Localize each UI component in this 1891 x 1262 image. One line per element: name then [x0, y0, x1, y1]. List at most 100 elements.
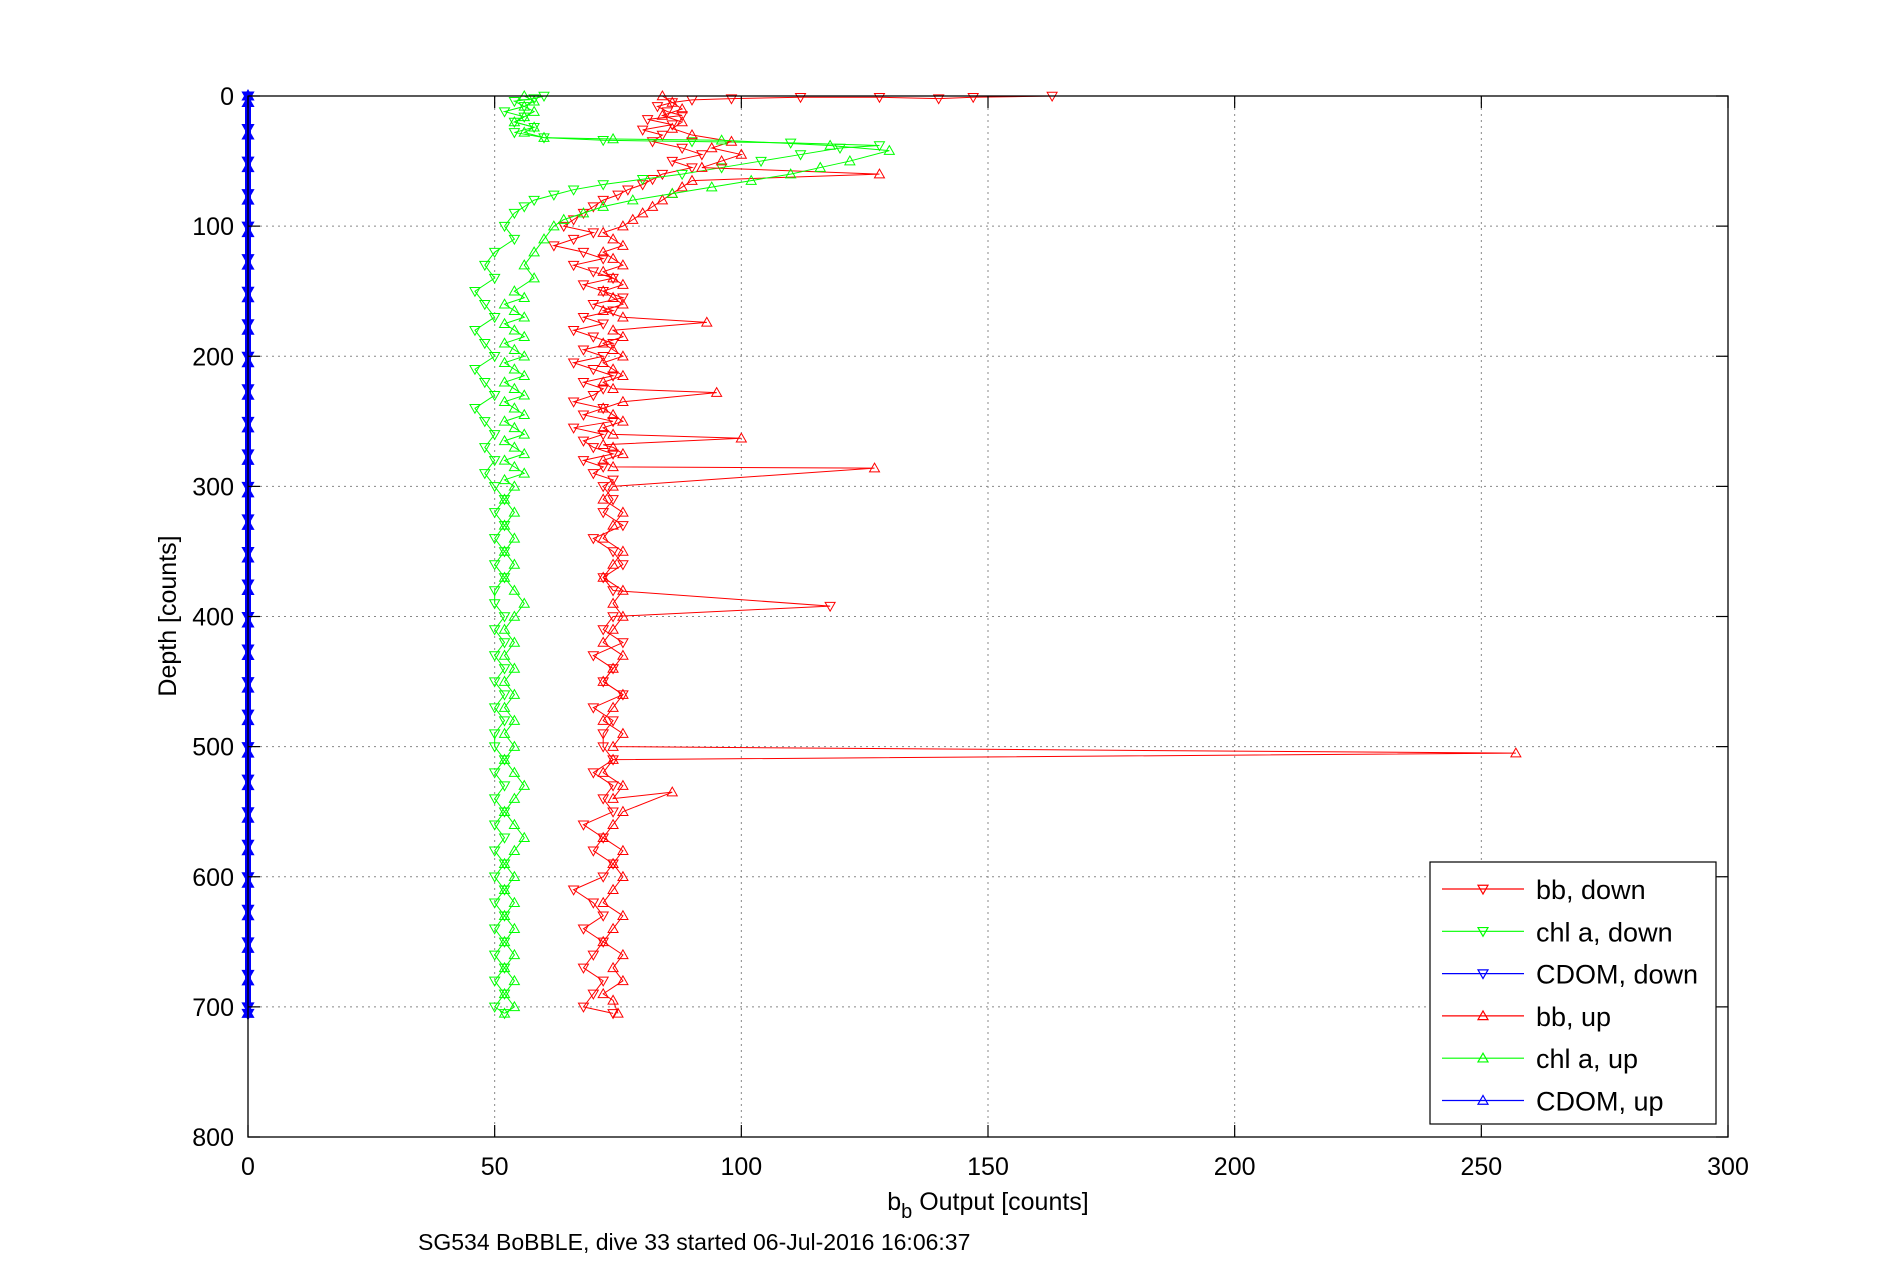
series-chl-a-down: [469, 91, 886, 1020]
legend-label: CDOM, up: [1536, 1087, 1664, 1117]
data-point: [597, 402, 610, 413]
data-point: [696, 150, 708, 161]
data-point: [587, 950, 600, 961]
data-point: [814, 161, 827, 172]
data-point: [577, 247, 590, 259]
data-point: [508, 688, 521, 699]
data-point: [577, 207, 590, 218]
data-point: [607, 792, 619, 803]
data-point: [498, 454, 511, 465]
series-layer: [241, 88, 1522, 1021]
data-point: [469, 286, 481, 298]
data-point: [666, 96, 679, 107]
data-point: [488, 482, 501, 493]
data-point: [666, 187, 679, 198]
data-point: [508, 870, 521, 881]
data-point: [518, 259, 531, 270]
data-point: [607, 740, 619, 751]
data-point: [597, 872, 610, 883]
legend-marker: [1476, 969, 1490, 980]
x-tick-label: 0: [241, 1153, 255, 1181]
data-point: [597, 404, 610, 415]
data-point: [607, 716, 619, 727]
data-point: [686, 163, 698, 174]
data-point: [597, 285, 610, 296]
data-point: [498, 473, 511, 485]
data-point: [518, 102, 531, 113]
data-point: [498, 909, 511, 921]
figure-caption: SG534 BoBBLE, dive 33 started 06-Jul-201…: [418, 1229, 970, 1255]
data-point: [508, 1000, 521, 1012]
data-point: [498, 1009, 511, 1020]
data-point: [676, 111, 688, 122]
data-point: [587, 202, 600, 213]
x-axis-label: bb Output [counts]: [887, 1188, 1089, 1223]
data-point: [597, 200, 610, 211]
data-point: [607, 753, 619, 764]
data-point: [508, 974, 521, 986]
data-point: [498, 638, 511, 649]
data-point: [498, 701, 511, 712]
data-point: [567, 185, 580, 196]
data-point: [597, 833, 610, 844]
data-point: [518, 100, 531, 111]
data-point: [700, 316, 713, 327]
data-point: [488, 352, 501, 363]
data-point: [607, 558, 619, 569]
data-point: [548, 190, 560, 201]
data-point: [597, 376, 610, 387]
data-point: [834, 143, 846, 155]
data-point: [508, 343, 521, 354]
data-point: [528, 195, 540, 207]
data-point: [824, 139, 836, 150]
data-point: [617, 298, 629, 309]
data-point: [597, 729, 610, 740]
data-point: [587, 299, 600, 311]
data-point: [597, 286, 610, 298]
legend: bb, down chl a, down CDOM, down bb, up chl a…: [1429, 861, 1717, 1125]
legend-marker: [1476, 884, 1490, 896]
data-point: [498, 833, 511, 844]
y-axis-label: Depth [counts]: [154, 535, 182, 696]
data-point: [666, 122, 679, 133]
data-point: [656, 169, 669, 181]
data-point: [597, 636, 610, 647]
data-point: [617, 974, 629, 986]
data-point: [577, 1002, 590, 1013]
data-point: [498, 883, 511, 895]
data-point: [488, 599, 501, 610]
data-point: [567, 234, 580, 246]
data-point: [661, 107, 674, 118]
data-point: [488, 820, 501, 831]
data-point: [508, 792, 521, 803]
data-point: [577, 410, 590, 421]
data-point: [508, 584, 521, 595]
data-point: [528, 272, 540, 283]
data-point: [518, 311, 531, 322]
data-point: [478, 299, 491, 311]
data-point: [607, 1009, 619, 1020]
data-point: [518, 330, 531, 341]
data-point: [498, 107, 511, 118]
ticks: 0 50 100 150 200 250 300 0 100 200 300 400 500 600 700…: [192, 83, 1749, 1181]
data-point: [607, 132, 619, 144]
data-point: [488, 586, 501, 597]
data-point: [597, 421, 610, 433]
data-point: [587, 228, 600, 239]
x-tick-label: 250: [1460, 1153, 1502, 1181]
data-point: [597, 911, 610, 922]
data-point: [607, 441, 619, 452]
data-point: [488, 898, 501, 909]
legend-label: chl a, down: [1536, 917, 1673, 947]
data-point: [597, 356, 610, 368]
x-axis-label-rest: Output [counts]: [912, 1188, 1089, 1216]
legend-marker: [1476, 1009, 1490, 1021]
data-point: [607, 519, 619, 530]
data-point: [587, 534, 600, 545]
series-line: [551, 95, 1053, 1014]
data-point: [636, 207, 649, 218]
data-point: [617, 870, 629, 881]
data-point: [508, 116, 521, 127]
data-point: [498, 664, 511, 675]
y-tick-label: 0: [220, 83, 234, 111]
